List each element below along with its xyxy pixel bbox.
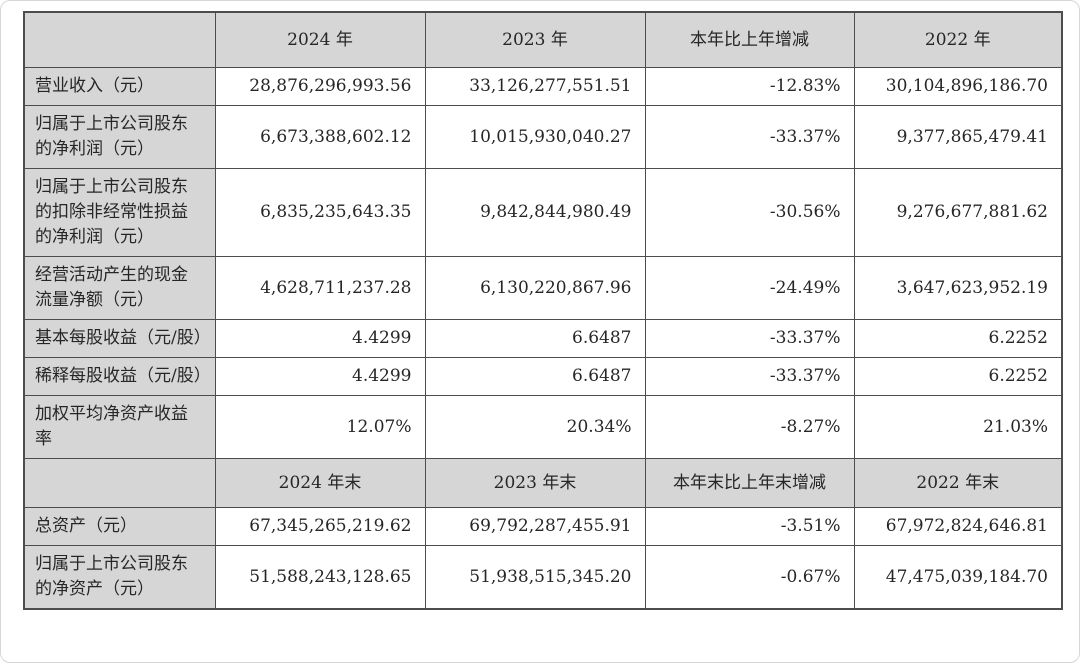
table-row-total-assets: 总资产（元） 67,345,265,219.62 69,792,287,455.…	[23, 507, 1063, 546]
table-row-net-profit-deducted: 归属于上市公司股东的扣除非经常性损益的净利润（元） 6,835,235,643.…	[23, 168, 1063, 257]
value-2023: 6,130,220,867.96	[424, 256, 646, 320]
value-change: -33.37%	[644, 319, 855, 358]
header-2024: 2024 年	[214, 11, 426, 68]
header-yoy-change: 本年比上年增减	[644, 11, 855, 68]
financial-summary-table: 2024 年 2023 年 本年比上年增减 2022 年 营业收入（元） 28,…	[23, 11, 1063, 610]
header-2022-end: 2022 年末	[853, 458, 1063, 508]
value-2022: 6.2252	[853, 319, 1063, 358]
value-2024: 28,876,296,993.56	[214, 67, 426, 106]
corner-cell	[23, 458, 216, 508]
table-row-weighted-roe: 加权平均净资产收益率 12.07% 20.34% -8.27% 21.03%	[23, 395, 1063, 459]
value-2023: 69,792,287,455.91	[424, 507, 646, 546]
header-2023-end: 2023 年末	[424, 458, 646, 508]
row-label: 经营活动产生的现金流量净额（元）	[23, 256, 216, 320]
value-2023: 33,126,277,551.51	[424, 67, 646, 106]
value-change: -33.37%	[644, 357, 855, 396]
value-2022: 9,276,677,881.62	[853, 168, 1063, 257]
value-2022: 21.03%	[853, 395, 1063, 459]
value-change: -8.27%	[644, 395, 855, 459]
value-2022: 6.2252	[853, 357, 1063, 396]
header-yoy-end-change: 本年末比上年末增减	[644, 458, 855, 508]
table-row-net-assets: 归属于上市公司股东的净资产（元） 51,588,243,128.65 51,93…	[23, 545, 1063, 610]
value-2024: 4,628,711,237.28	[214, 256, 426, 320]
value-2024: 6,835,235,643.35	[214, 168, 426, 257]
table-row-revenue: 营业收入（元） 28,876,296,993.56 33,126,277,551…	[23, 67, 1063, 106]
value-change: -33.37%	[644, 105, 855, 169]
value-2022: 47,475,039,184.70	[853, 545, 1063, 610]
value-2022: 67,972,824,646.81	[853, 507, 1063, 546]
value-2024: 12.07%	[214, 395, 426, 459]
table-row-diluted-eps: 稀释每股收益（元/股） 4.4299 6.6487 -33.37% 6.2252	[23, 357, 1063, 396]
row-label: 基本每股收益（元/股）	[23, 319, 216, 358]
value-2023: 51,938,515,345.20	[424, 545, 646, 610]
row-label: 归属于上市公司股东的净利润（元）	[23, 105, 216, 169]
value-2024: 51,588,243,128.65	[214, 545, 426, 610]
row-label: 稀释每股收益（元/股）	[23, 357, 216, 396]
value-2024: 67,345,265,219.62	[214, 507, 426, 546]
value-2023: 9,842,844,980.49	[424, 168, 646, 257]
value-2022: 9,377,865,479.41	[853, 105, 1063, 169]
corner-cell	[23, 11, 216, 68]
value-2024: 4.4299	[214, 319, 426, 358]
row-label: 总资产（元）	[23, 507, 216, 546]
value-2022: 3,647,623,952.19	[853, 256, 1063, 320]
value-2024: 6,673,388,602.12	[214, 105, 426, 169]
year-end-header-row: 2024 年末 2023 年末 本年末比上年末增减 2022 年末	[23, 458, 1063, 508]
value-change: -30.56%	[644, 168, 855, 257]
header-2024-end: 2024 年末	[214, 458, 426, 508]
row-label: 归属于上市公司股东的扣除非经常性损益的净利润（元）	[23, 168, 216, 257]
value-2023: 6.6487	[424, 319, 646, 358]
header-2023: 2023 年	[424, 11, 646, 68]
row-label: 营业收入（元）	[23, 67, 216, 106]
table-row-net-profit: 归属于上市公司股东的净利润（元） 6,673,388,602.12 10,015…	[23, 105, 1063, 169]
row-label: 归属于上市公司股东的净资产（元）	[23, 545, 216, 610]
value-2023: 20.34%	[424, 395, 646, 459]
table-row-operating-cashflow: 经营活动产生的现金流量净额（元） 4,628,711,237.28 6,130,…	[23, 256, 1063, 320]
header-2022: 2022 年	[853, 11, 1063, 68]
value-change: -3.51%	[644, 507, 855, 546]
value-change: -12.83%	[644, 67, 855, 106]
annual-header-row: 2024 年 2023 年 本年比上年增减 2022 年	[23, 11, 1063, 68]
value-2023: 6.6487	[424, 357, 646, 396]
value-change: -0.67%	[644, 545, 855, 610]
value-2023: 10,015,930,040.27	[424, 105, 646, 169]
value-2024: 4.4299	[214, 357, 426, 396]
row-label: 加权平均净资产收益率	[23, 395, 216, 459]
value-change: -24.49%	[644, 256, 855, 320]
table-row-basic-eps: 基本每股收益（元/股） 4.4299 6.6487 -33.37% 6.2252	[23, 319, 1063, 358]
value-2022: 30,104,896,186.70	[853, 67, 1063, 106]
